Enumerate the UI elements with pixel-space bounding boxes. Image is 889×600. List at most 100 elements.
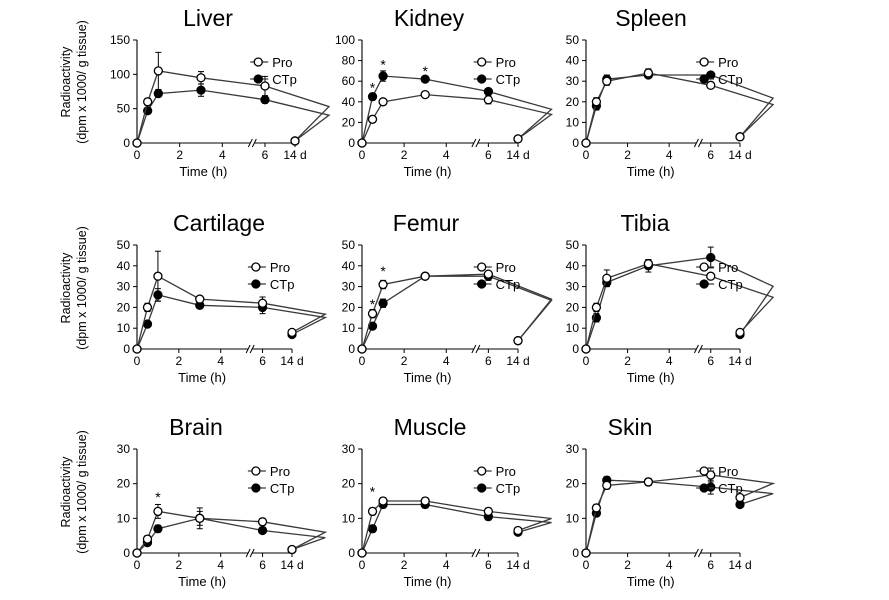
data-point [602, 76, 612, 86]
legend-label: Pro [496, 260, 516, 275]
panel-femur: Femur 0 10 20 30 40 50 0 2 4 6 14 d Time (h) * * Pro CTp [342, 210, 553, 385]
legend [473, 262, 492, 289]
data-point [367, 92, 378, 102]
x-tick-label: 2 [176, 558, 183, 572]
significance-asterisk: * [380, 263, 386, 279]
data-point [357, 138, 367, 148]
data-point [706, 271, 716, 281]
series-ctp [132, 83, 331, 148]
x-tick-label: 0 [134, 558, 141, 572]
y-tick-label: 30 [566, 74, 580, 88]
series-pro [357, 89, 554, 148]
data-point [132, 548, 142, 558]
legend-marker [699, 466, 709, 476]
axis-break-mark [693, 138, 699, 148]
x-axis-title: Time (h) [627, 164, 675, 179]
ylabel-row-3: Radioactivity (dpm x 1000/ g tissue) [59, 430, 89, 554]
x-tick-label: 14 d [506, 148, 529, 162]
x-tick-label: 14 d [506, 558, 529, 572]
data-point [591, 97, 602, 107]
data-point [581, 548, 591, 558]
legend-marker [699, 262, 709, 272]
data-point [132, 344, 142, 354]
x-tick-label: 6 [262, 148, 269, 162]
data-point [257, 525, 268, 536]
series-ctp-line [136, 517, 326, 554]
panel-title: Brain [169, 414, 223, 440]
y-tick-label: 80 [342, 54, 356, 68]
data-point [142, 302, 153, 313]
significance-asterisk: * [370, 484, 376, 500]
x-tick-label: 6 [485, 354, 492, 368]
data-point [420, 496, 430, 506]
legend-label: Pro [718, 55, 738, 70]
x-tick-label: 2 [176, 354, 183, 368]
y-tick-label: 30 [342, 280, 356, 294]
significance-asterisk: * [380, 57, 386, 73]
data-point [290, 136, 300, 146]
x-tick-label: 0 [134, 148, 141, 162]
legend [473, 57, 492, 84]
legend-marker [699, 74, 709, 84]
data-point [483, 86, 494, 97]
y-tick-label: 10 [117, 511, 131, 525]
x-tick-label: 2 [401, 354, 408, 368]
x-axis-title: Time (h) [404, 164, 452, 179]
legend-label: Pro [718, 464, 738, 479]
panel-title: Skin [608, 414, 653, 440]
x-axis-title: Time (h) [404, 370, 452, 385]
data-point [257, 298, 268, 308]
x-axis-title: Time (h) [178, 574, 226, 589]
series-pro-line [361, 273, 553, 350]
y-tick-label: 0 [348, 546, 355, 560]
data-point [195, 513, 205, 523]
legend-label: CTp [718, 481, 743, 496]
legend-marker [253, 57, 263, 67]
series-pro [132, 51, 331, 148]
panel-liver: Liver 0 50 100 150 0 2 4 6 14 d Time (h) Pro CTp [110, 5, 331, 179]
y-tick-label: 100 [335, 33, 355, 47]
y-tick-label: 50 [566, 238, 580, 252]
series-pro-line [136, 510, 328, 554]
data-point [483, 95, 494, 105]
data-point [581, 344, 591, 354]
legend [473, 466, 492, 493]
series-pro [581, 259, 775, 354]
data-point [420, 89, 430, 100]
y-tick-label: 0 [348, 136, 355, 150]
y-tick-label: 10 [566, 321, 580, 335]
legend-label: Pro [270, 260, 290, 275]
data-point [357, 548, 367, 558]
x-tick-label: 2 [624, 558, 631, 572]
x-tick-label: 2 [176, 148, 183, 162]
series-pro-line [585, 474, 776, 554]
y-tick-label: 0 [123, 136, 130, 150]
y-tick-label: 20 [117, 477, 131, 491]
x-tick-label: 0 [583, 148, 590, 162]
legend-label: Pro [496, 464, 516, 479]
data-point [378, 97, 388, 107]
ylabel-line1: Radioactivity [59, 46, 73, 118]
axis-break-mark [247, 138, 253, 148]
legend-label: CTp [496, 481, 521, 496]
y-tick-label: 0 [572, 546, 579, 560]
x-tick-label: 14 d [728, 354, 751, 368]
data-point [153, 88, 163, 99]
series-ctp [581, 246, 775, 354]
data-point [735, 492, 745, 503]
panel-tibia: Tibia 0 10 20 30 40 50 0 2 4 6 14 d Time (h) Pro CTp [566, 210, 775, 385]
legend [696, 466, 715, 493]
legend [696, 262, 715, 289]
data-point [378, 298, 388, 308]
x-tick-label: 0 [583, 558, 590, 572]
data-point [513, 525, 523, 536]
y-tick-label: 0 [123, 546, 130, 560]
legend-label: CTp [270, 481, 295, 496]
series-pro [581, 68, 775, 148]
legend-marker [251, 279, 261, 289]
y-tick-label: 50 [117, 102, 131, 116]
axis-break-mark [697, 548, 703, 558]
legend-label: Pro [718, 260, 738, 275]
data-point [153, 271, 163, 281]
